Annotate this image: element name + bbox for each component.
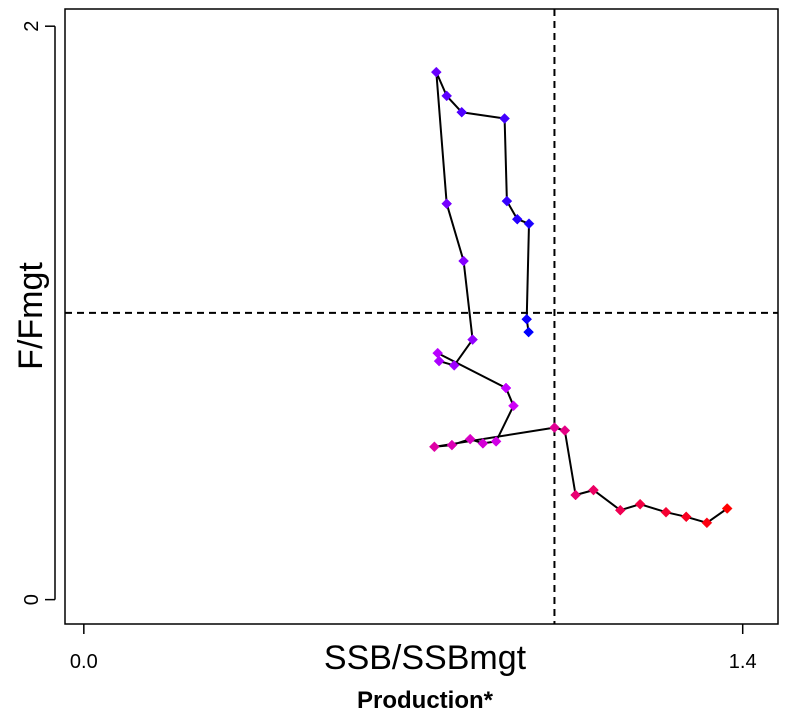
data-point-29 <box>680 511 692 523</box>
data-point-15 <box>500 382 512 394</box>
data-point-16 <box>508 400 519 412</box>
reference-lines <box>65 9 778 624</box>
x-tick-label-0: 0.0 <box>70 651 98 673</box>
data-point-25 <box>588 484 599 496</box>
data-point-26 <box>614 504 626 516</box>
chart-caption: Production* <box>357 687 494 714</box>
data-point-30 <box>701 517 713 529</box>
data-point-24 <box>570 489 581 501</box>
data-point-18 <box>477 438 489 449</box>
data-point-19 <box>464 433 476 445</box>
data-point-22 <box>549 422 560 433</box>
data-point-28 <box>660 506 672 518</box>
data-point-14 <box>432 347 444 359</box>
y-axis-title: F/Fmgt <box>12 262 50 370</box>
plot-frame <box>64 8 779 625</box>
data-point-4 <box>501 195 513 207</box>
data-point-6 <box>456 106 468 118</box>
data-point-8 <box>430 66 442 78</box>
data-point-21 <box>429 441 440 453</box>
x-tick-label-1: 1.4 <box>729 651 757 673</box>
data-point-13 <box>433 355 445 367</box>
data-point-2 <box>523 218 535 230</box>
data-point-1 <box>521 313 533 325</box>
data-point-10 <box>458 255 469 267</box>
series-line-0 <box>433 71 728 524</box>
data-point-12 <box>448 360 460 371</box>
data-point-27 <box>634 498 646 510</box>
data-point-20 <box>446 439 458 451</box>
y-tick-label-1: 2 <box>21 21 43 32</box>
y-tick-label-0: 0 <box>21 594 43 605</box>
data-point-17 <box>490 436 502 447</box>
data-point-23 <box>559 425 571 436</box>
data-point-31 <box>721 503 733 514</box>
series-layer <box>429 66 733 529</box>
data-point-5 <box>499 113 510 124</box>
data-point-3 <box>511 213 523 225</box>
x-axis-title: SSB/SSBmgt <box>324 639 527 677</box>
data-point-7 <box>441 90 453 102</box>
data-point-0 <box>523 326 534 338</box>
data-point-9 <box>441 198 453 210</box>
data-point-11 <box>467 334 478 345</box>
axes: 0.0 1.4 0 2 <box>21 21 757 673</box>
